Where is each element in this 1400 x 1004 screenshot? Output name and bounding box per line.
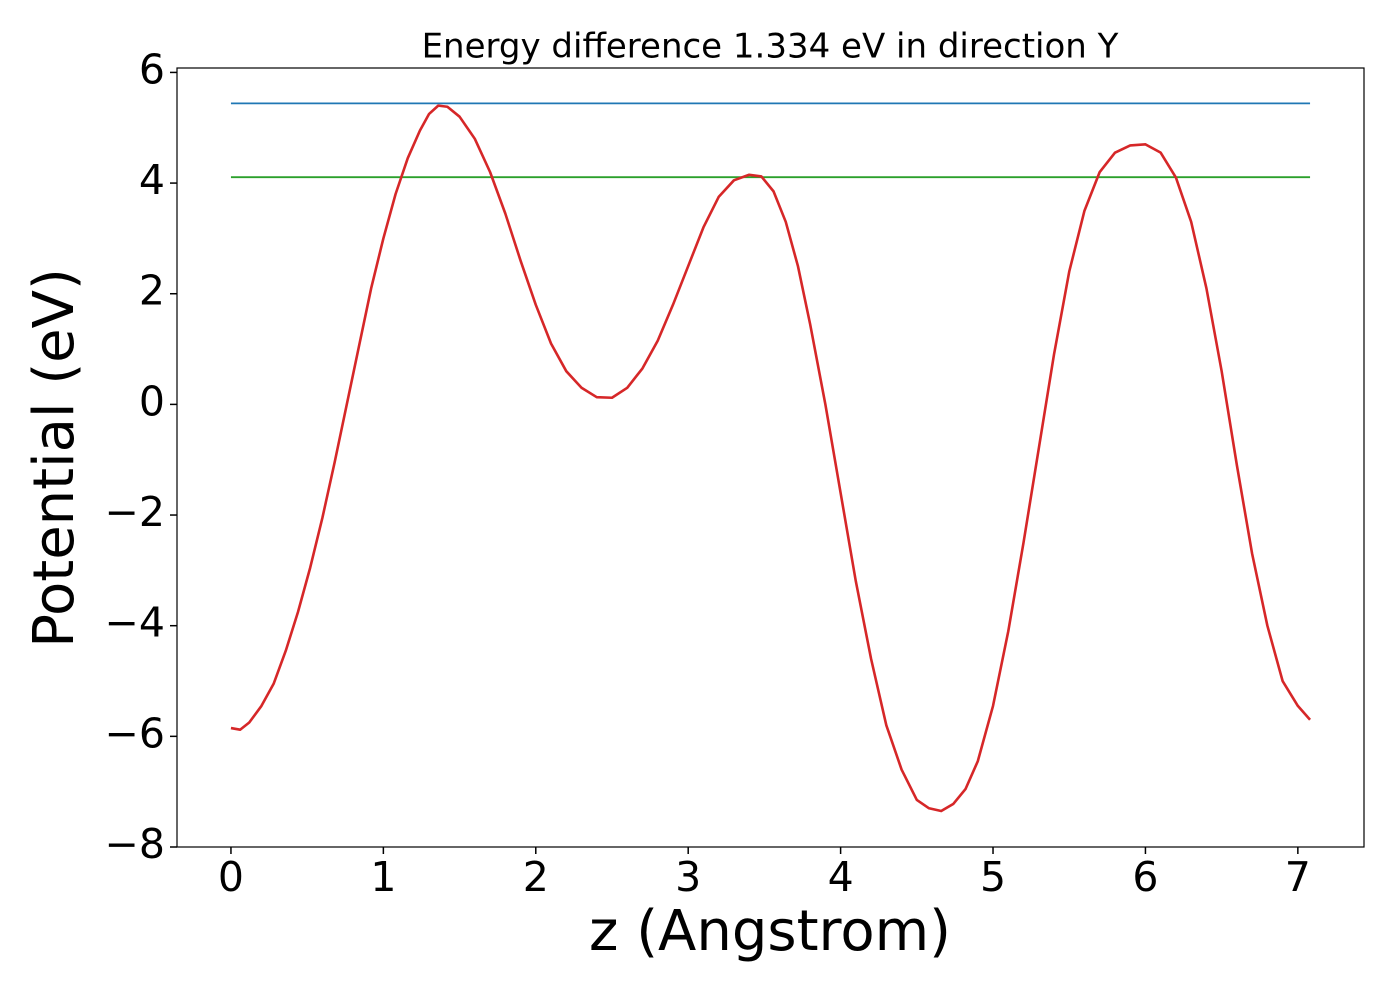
x-tick-label: 6 (1132, 853, 1158, 901)
x-tick-label: 7 (1285, 853, 1311, 901)
x-tick-label: 1 (370, 853, 396, 901)
y-tick-label: 6 (139, 45, 165, 93)
y-tick-label: 4 (139, 156, 165, 204)
x-tick-label: 4 (828, 853, 854, 901)
x-tick-label: 5 (980, 853, 1006, 901)
chart-title: Energy difference 1.334 eV in direction … (422, 27, 1119, 67)
x-tick-label: 2 (523, 853, 549, 901)
x-tick-label: 3 (675, 853, 701, 901)
y-tick-label: 0 (139, 377, 165, 425)
series-line (230, 104, 1312, 813)
y-tick-label: 2 (139, 267, 165, 315)
y-tick-label: −6 (105, 709, 165, 757)
y-tick-label: −2 (105, 488, 165, 536)
x-tick-label: 0 (218, 853, 244, 901)
x-axis-label: z (Angstrom) (589, 899, 951, 964)
plot-frame (176, 67, 1365, 848)
y-tick-label: −8 (105, 820, 165, 868)
y-tick-label: −4 (105, 599, 165, 647)
y-axis-label: Potential (eV) (22, 268, 87, 648)
